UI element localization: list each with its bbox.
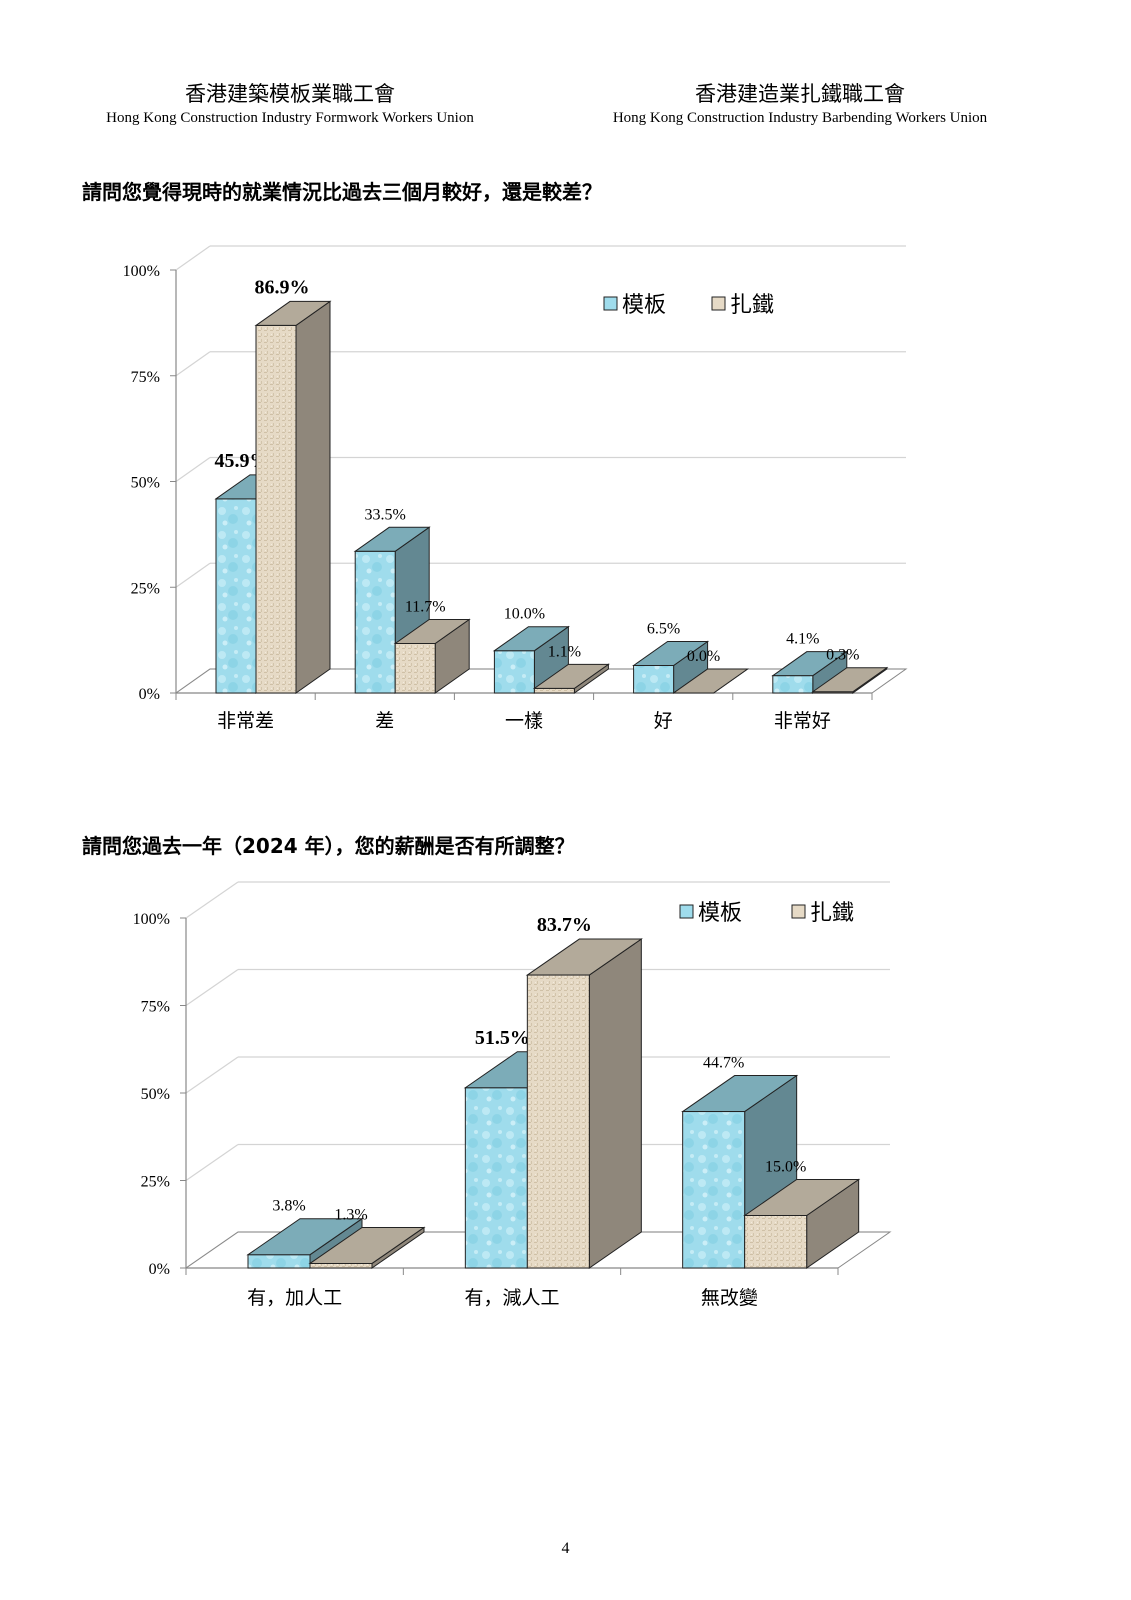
y-tick-label: 75% — [141, 999, 170, 1016]
chart-employment: 0%25%50%75%100%非常差45.9%86.9%差33.5%11.7%一… — [123, 245, 908, 732]
legend-label: 模板 — [698, 901, 742, 926]
bar-front — [394, 643, 436, 694]
y-tick-label: 25% — [131, 580, 160, 597]
data-label: 0.3% — [826, 647, 859, 664]
bar-barbending — [743, 1178, 861, 1269]
bar-top — [681, 1075, 799, 1113]
header-barbending-union: 香港建造業扎鐵職工會 Hong Kong Construction Indust… — [580, 80, 1020, 128]
gridline-side — [185, 1056, 239, 1094]
header-formwork-union: 香港建築模板業職工會 Hong Kong Construction Indust… — [70, 80, 510, 128]
bar-front — [255, 324, 297, 694]
legend-swatch — [603, 296, 618, 311]
bar-top — [254, 300, 332, 326]
bar-barbending — [308, 1226, 426, 1269]
data-label: 0.0% — [687, 648, 720, 665]
y-tick-label: 0% — [139, 686, 160, 703]
data-label: 33.5% — [365, 506, 406, 523]
bar-top — [246, 1218, 364, 1256]
y-tick-label: 0% — [149, 1261, 170, 1278]
bar-front — [744, 1215, 808, 1269]
data-label: 4.1% — [786, 631, 819, 648]
bar-front — [309, 1262, 373, 1269]
y-tick-label: 100% — [123, 263, 160, 280]
data-label: 44.7% — [703, 1055, 744, 1072]
bar-top — [771, 651, 849, 677]
legend-label: 扎鐵 — [730, 293, 774, 318]
data-label: 10.0% — [504, 606, 545, 623]
data-label: 15.0% — [765, 1159, 806, 1176]
question-salary: 請問您過去一年（2024 年），您的薪酬是否有所調整？ — [82, 834, 575, 858]
bar-top — [632, 641, 710, 667]
x-category-label: 有，加人工 — [247, 1287, 342, 1309]
bar-barbending — [532, 663, 610, 694]
barbending-union-name-en: Hong Kong Construction Industry Barbendi… — [612, 110, 988, 126]
bar-front — [354, 550, 396, 694]
x-category-label: 差 — [375, 710, 394, 732]
bar-side — [588, 938, 642, 1269]
bar-top — [811, 667, 889, 693]
data-label: 3.8% — [272, 1198, 305, 1215]
data-label: 51.5% — [475, 1027, 530, 1049]
data-label: 83.7% — [537, 914, 592, 936]
y-tick-label: 25% — [141, 1174, 170, 1191]
bar-front — [215, 498, 257, 694]
legend-swatch — [711, 296, 726, 311]
bar-top — [492, 626, 570, 652]
bar-barbending — [393, 618, 471, 694]
data-label: 6.5% — [647, 621, 680, 638]
gridline-side — [175, 457, 211, 482]
legend-label: 模板 — [622, 293, 666, 318]
x-category-label: 無改變 — [701, 1287, 758, 1309]
legend-swatch — [679, 904, 694, 919]
bar-barbending — [525, 938, 643, 1269]
y-tick-label: 75% — [131, 369, 160, 386]
bar-front — [682, 1111, 746, 1269]
bar-top — [393, 619, 471, 645]
bar-front — [633, 665, 675, 694]
bar-top — [308, 1226, 426, 1264]
bar-formwork — [632, 640, 710, 694]
gridline-side — [185, 1144, 239, 1181]
bar-barbending — [254, 300, 332, 694]
question-employment: 請問您覺得現時的就業情況比過去三個月較好，還是較差？ — [82, 180, 602, 204]
data-label: 11.7% — [405, 599, 446, 616]
gridline-side — [175, 351, 211, 377]
bar-barbending — [811, 666, 889, 694]
legend-label: 扎鐵 — [810, 901, 854, 926]
legend-swatch — [791, 904, 806, 919]
data-label: 1.1% — [548, 643, 581, 660]
chart-salary: 0% 25% 50% 75% 100% 有，加人工 3.8% 1.3% 有，減人工 51.5% 83… — [133, 881, 892, 1309]
y-tick-label: 100% — [133, 911, 170, 928]
x-category-label: 一樣 — [505, 710, 543, 732]
formwork-union-name-zh: 香港建築模板業職工會 — [185, 82, 395, 106]
bar-top — [532, 663, 610, 689]
page-number: 4 — [561, 1540, 570, 1557]
bar-front — [464, 1087, 528, 1269]
x-category-label: 好 — [654, 710, 673, 732]
x-category-label: 非常好 — [774, 710, 831, 732]
bar-top — [672, 668, 750, 694]
barbending-union-name-zh: 香港建造業扎鐵職工會 — [695, 82, 905, 106]
y-tick-label: 50% — [131, 475, 160, 492]
bar-front — [526, 974, 590, 1269]
bar-front — [493, 650, 535, 694]
gridline-side — [185, 881, 239, 919]
data-label: 1.3% — [334, 1206, 367, 1223]
bar-top — [525, 938, 643, 976]
formwork-union-name-en: Hong Kong Construction Industry Formwork… — [106, 110, 474, 126]
bar-formwork — [492, 625, 570, 694]
bar-barbending — [672, 668, 750, 694]
bar-front — [247, 1254, 311, 1269]
data-label: 86.9% — [255, 276, 310, 298]
x-category-label: 非常差 — [217, 710, 274, 732]
x-category-label: 有，減人工 — [464, 1287, 559, 1309]
bar-top — [743, 1179, 861, 1216]
gridline-side — [175, 562, 211, 588]
gridline-side — [175, 245, 211, 271]
gridline-side — [185, 969, 239, 1006]
y-tick-label: 50% — [141, 1086, 170, 1103]
bar-top — [353, 526, 431, 552]
